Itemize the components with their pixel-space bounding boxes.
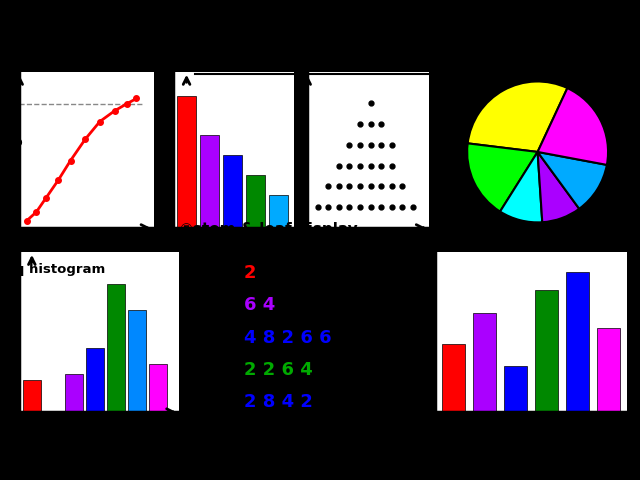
Text: ② bar graph: ② bar graph [432, 232, 525, 246]
Text: 8: 8 [216, 361, 229, 379]
Bar [200, 135, 220, 228]
Text: 7: 7 [216, 329, 229, 347]
Text: Types of Graphs: Types of Graphs [232, 52, 408, 71]
Wedge shape [538, 152, 607, 209]
Text: |: | [232, 393, 238, 411]
Y-axis label: %: % [5, 132, 22, 150]
Text: 2 2 6 4: 2 2 6 4 [244, 361, 312, 379]
Wedge shape [468, 82, 568, 152]
Text: 9: 9 [216, 393, 229, 411]
Bar [566, 272, 589, 412]
Wedge shape [467, 144, 538, 212]
Bar [535, 290, 558, 412]
Bar [246, 175, 265, 228]
Bar [23, 380, 41, 412]
Text: ⑥histogram: ⑥histogram [173, 56, 273, 71]
Wedge shape [538, 88, 608, 165]
Text: 2 8 4 2: 2 8 4 2 [244, 393, 312, 411]
Text: relative freq histogram: relative freq histogram [0, 263, 106, 276]
Bar [597, 328, 620, 412]
Text: |: | [232, 329, 238, 347]
Text: 6: 6 [216, 296, 229, 314]
Bar [504, 366, 527, 412]
Bar [128, 310, 146, 412]
Bar [149, 364, 167, 412]
Text: ⑧ogive: ⑧ogive [19, 56, 79, 71]
Text: ④dot plot: ④dot plot [307, 56, 388, 71]
Wedge shape [538, 152, 579, 222]
Text: 6 4: 6 4 [244, 296, 275, 314]
Bar [65, 374, 83, 412]
Bar [107, 284, 125, 412]
Text: ⑤stem & leaf display: ⑤stem & leaf display [180, 222, 358, 238]
Bar [269, 195, 288, 228]
Text: |: | [232, 264, 238, 282]
Wedge shape [500, 152, 542, 222]
Text: ① circle pie graph: ① circle pie graph [438, 62, 577, 76]
Text: |: | [232, 296, 238, 314]
Bar [442, 344, 465, 412]
Bar [223, 155, 242, 228]
Bar [86, 348, 104, 412]
Text: 5: 5 [216, 264, 229, 282]
Text: 4 8 2 6 6: 4 8 2 6 6 [244, 329, 332, 347]
Text: 2: 2 [244, 264, 256, 282]
Bar [177, 96, 196, 228]
Bar [473, 313, 497, 412]
Text: |: | [232, 361, 238, 379]
